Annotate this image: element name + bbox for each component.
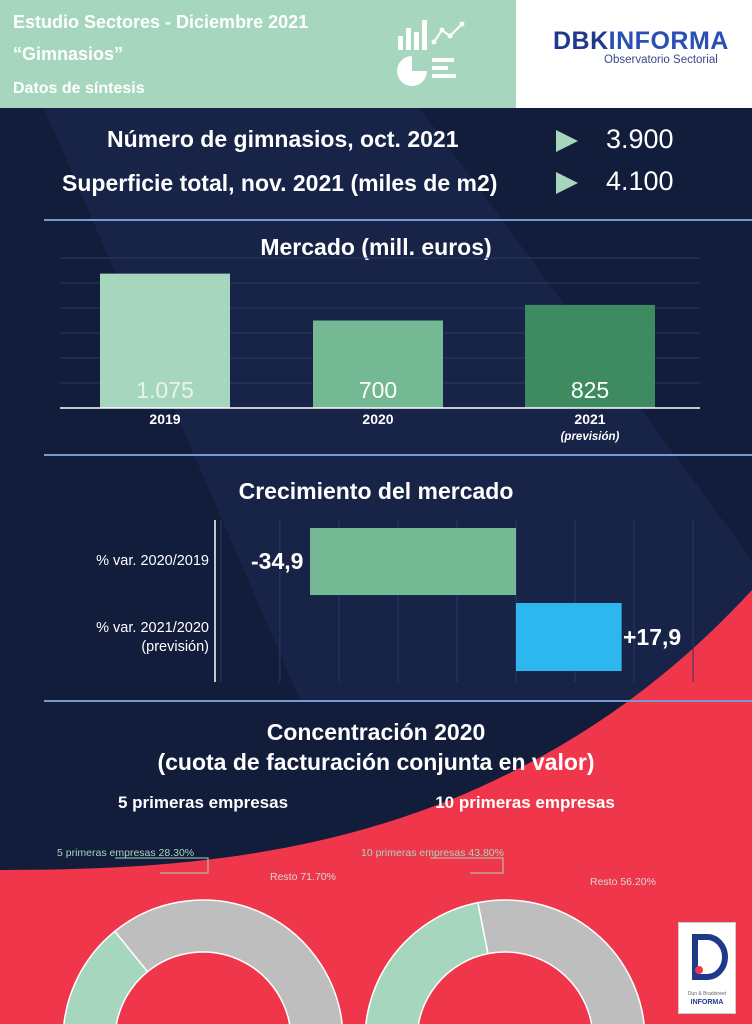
stat-surface-label: Superficie total, nov. 2021 (miles de m2… [62,170,498,196]
market-bar-chart [60,257,700,409]
dun-bradstreet-logo: Dun & Bradstreet INFORMA [678,922,736,1014]
bar-value-2019: 1.075 [136,377,194,403]
stat-gyms-value: 3.900 [606,124,674,154]
logo-tagline: Observatorio Sectorial [604,54,718,66]
arrow-icon [556,172,578,194]
report-section-label: Datos de síntesis [13,80,145,97]
gauge-1-title: 5 primeras empresas [117,793,289,812]
bar-2020 [313,320,443,408]
gauge-2-title: 10 primeras empresas [435,793,615,812]
concentration-title: Concentración 2020 [266,719,486,745]
logo-text-dbk: DBK [553,27,609,55]
growth-bar-2 [516,603,622,671]
gauge-1-top-leader [115,857,209,874]
tick-label-2020: 2020 [362,411,394,427]
growth-value-1: -34,9 [251,548,304,574]
header-logo-area [516,0,752,108]
tick-sub-2021: (previsión) [560,431,620,443]
section-divider [44,219,752,221]
gauge-2-top-label: 10 primeras empresas 43.80% [361,847,504,859]
bar-2021 [525,304,655,408]
gauge-1-top-label: 5 primeras empresas 28.30% [57,847,195,859]
dbk-informa-logo: DBKINFORMA [553,27,729,56]
market-chart-title: Mercado (mill. euros) [260,234,492,260]
growth-category-2-note: (previsión) [141,639,209,655]
chart-icon [397,20,465,86]
corner-logo-line1: Dun & Bradstreet [687,991,727,997]
growth-category-2: % var. 2021/2020 [96,620,209,636]
gauge-2-rest-slice [477,899,645,1024]
gauge-2-top-leader [430,857,504,874]
bar-value-2020: 700 [358,377,398,403]
section-divider [44,454,752,456]
gauge-2-top-slice [365,901,489,1024]
stat-gyms-label: Número de gimnasios, oct. 2021 [107,126,459,152]
bar-value-2021: 825 [570,377,610,403]
tick-label-2021: 2021 [574,411,606,427]
gauge-1-rest-slice [113,899,343,1024]
tick-label-2019: 2019 [149,411,181,427]
concentration-subtitle: (cuota de facturación conjunta en valor) [157,749,595,775]
gauge-1-rest-label: Resto 71.70% [270,871,336,883]
report-title: Estudio Sectores - Diciembre 2021 [13,12,309,32]
growth-bar-chart [214,520,694,682]
growth-value-2: +17,9 [623,624,682,650]
gauge-2-rest-label: Resto 56.20% [590,876,656,888]
growth-chart-title: Crecimiento del mercado [238,478,514,504]
header-band [0,0,516,108]
stat-surface-value: 4.100 [606,166,674,196]
logo-text-informa: INFORMA [608,27,729,55]
arrow-icon [556,130,578,152]
section-divider [44,700,752,702]
bar-2019 [100,273,230,408]
corner-logo-line2: INFORMA [690,999,724,1006]
report-subtitle: “Gimnasios” [13,44,124,64]
d-logo-icon [692,934,728,980]
growth-bar-1 [310,528,516,595]
growth-category-1: % var. 2020/2019 [96,553,209,569]
